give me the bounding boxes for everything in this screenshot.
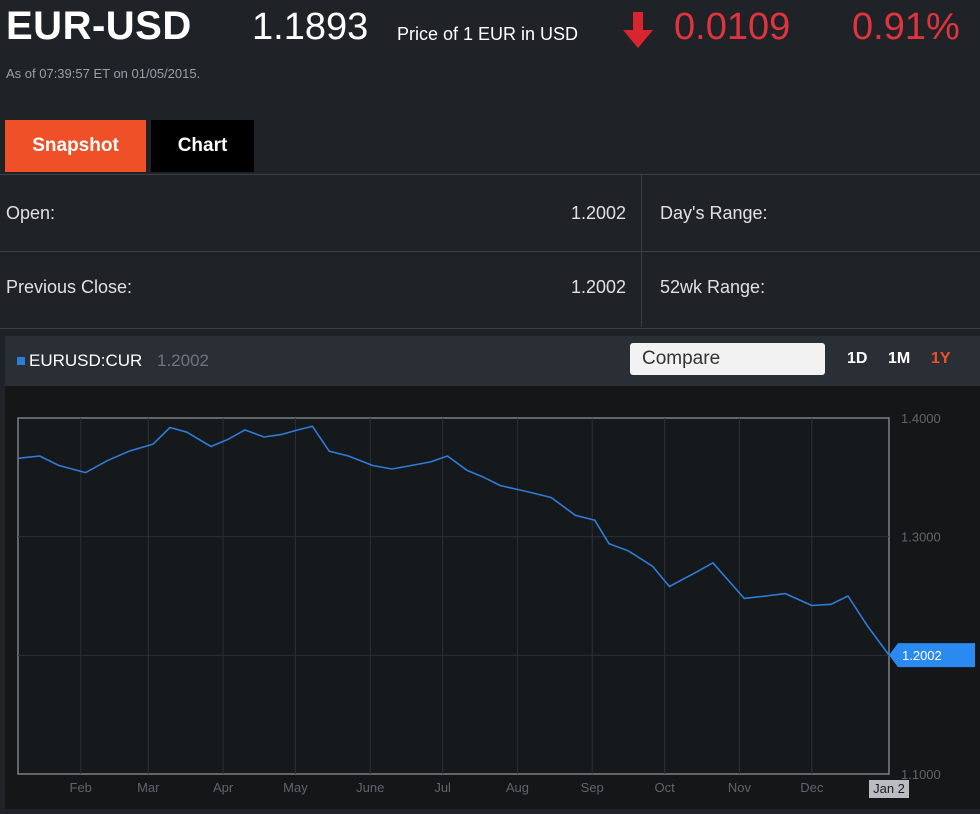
tab-snapshot[interactable]: Snapshot	[5, 120, 146, 172]
timestamp: As of 07:39:57 ET on 01/05/2015.	[6, 66, 201, 81]
series-legend-name[interactable]: EURUSD:CUR	[29, 351, 143, 370]
symbol-title: EUR-USD	[6, 4, 192, 48]
last-value-label: 1.2002	[902, 648, 942, 663]
price-description: Price of 1 EUR in USD	[397, 24, 579, 44]
series-line	[17, 425, 890, 656]
y-tick-label: 1.4000	[901, 411, 941, 426]
quote-header: EUR-USD 1.1893 Price of 1 EUR in USD 0.0…	[0, 0, 980, 110]
price-change-percent: 0.91%	[852, 6, 960, 48]
52wk-range-label: 52wk Range:	[660, 277, 766, 297]
x-tick-highlight	[869, 780, 909, 798]
stats-row-open: Open: 1.2002 Day's Range:	[0, 175, 980, 252]
price-chart[interactable]: 1.40001.30001.20001.1000FebMarAprMayJune…	[5, 386, 980, 809]
y-tick-label: 1.1000	[901, 767, 941, 782]
x-tick-label: Aug	[506, 780, 529, 795]
x-tick-label: Apr	[213, 780, 234, 795]
series-legend-value: 1.2002	[157, 351, 209, 370]
series-color-swatch	[17, 357, 25, 365]
x-tick-label: May	[283, 780, 308, 795]
price-change: 0.0109	[674, 6, 791, 48]
open-value: 1.2002	[570, 203, 626, 223]
x-tick-label: Mar	[137, 780, 160, 795]
stats-row-prev-close: Previous Close: 1.2002 52wk Range:	[0, 252, 980, 329]
y-tick-label: 1.3000	[901, 530, 941, 545]
days-range-label: Day's Range:	[660, 203, 768, 223]
open-label: Open:	[6, 203, 56, 223]
x-tick-label: Dec	[800, 780, 824, 795]
x-tick-label: June	[356, 780, 384, 795]
x-tick-label: Oct	[654, 780, 675, 795]
previous-close-value: 1.2002	[570, 277, 626, 297]
x-tick-label: Nov	[728, 780, 752, 795]
range-1d-button[interactable]: 1D	[847, 350, 868, 367]
plot-area	[17, 417, 890, 775]
range-1m-button[interactable]: 1M	[888, 350, 911, 367]
x-tick-label: Sep	[581, 780, 604, 795]
stats-divider	[641, 175, 642, 327]
chart-toolbar: EURUSD:CUR 1.2002 Compare 1D 1M 1Y	[5, 336, 980, 386]
tab-chart[interactable]: Chart	[151, 120, 254, 172]
compare-input[interactable]: Compare	[630, 343, 825, 375]
x-tick-label: Jul	[434, 780, 451, 795]
range-1y-button[interactable]: 1Y	[931, 350, 951, 367]
x-tick-label: Jan 2	[873, 781, 905, 796]
price-chart-svg: 1.40001.30001.20001.1000FebMarAprMayJune…	[17, 411, 975, 798]
down-arrow-icon	[623, 12, 653, 48]
previous-close-label: Previous Close:	[6, 277, 133, 297]
stats-table: Open: 1.2002 Day's Range: Previous Close…	[0, 174, 980, 329]
last-value-flag	[889, 643, 975, 668]
current-price: 1.1893	[252, 6, 369, 48]
x-tick-label: Feb	[70, 780, 92, 795]
